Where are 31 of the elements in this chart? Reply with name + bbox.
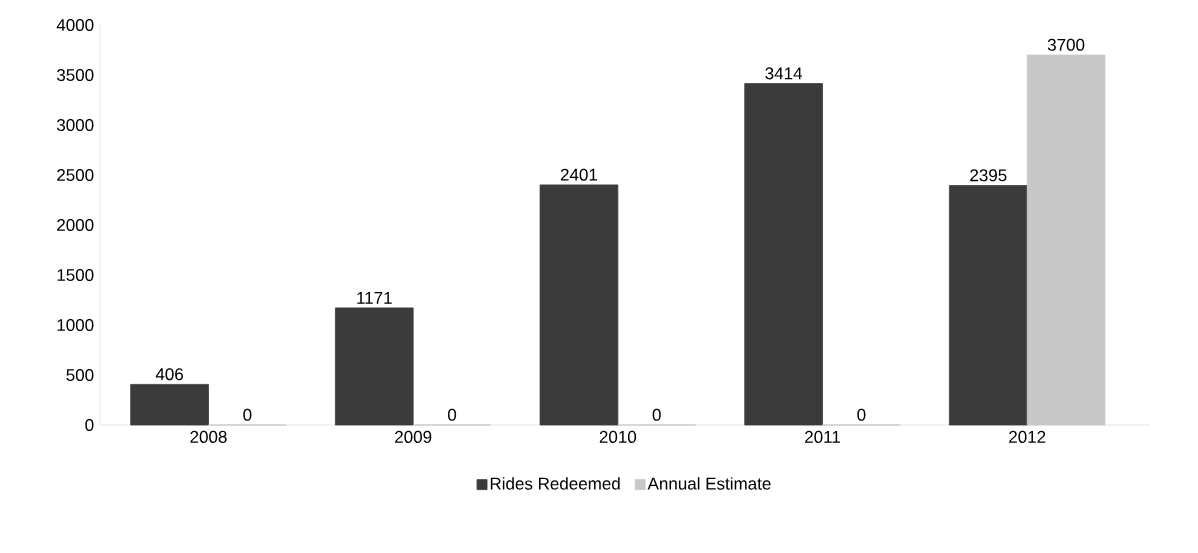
y-tick-label: 2500	[57, 168, 94, 182]
legend-label: Rides Redeemed	[490, 477, 620, 490]
y-tick-label: 0	[85, 418, 94, 432]
data-label: 3700	[1047, 38, 1085, 51]
data-label: 406	[155, 368, 184, 381]
y-tick-label: 1500	[57, 268, 94, 282]
data-label: 0	[857, 408, 866, 421]
x-tick-label: 2010	[599, 430, 637, 443]
data-label: 0	[652, 408, 661, 421]
y-tick-label: 500	[66, 368, 94, 382]
bar	[130, 384, 209, 426]
y-tick-label: 3000	[56, 118, 94, 132]
y-tick-label: 1000	[57, 318, 94, 332]
x-tick-label: 2008	[190, 430, 227, 443]
data-label: 2401	[560, 168, 598, 181]
data-label: 1171	[357, 292, 392, 304]
data-label: 0	[447, 408, 457, 421]
data-label: 3414	[765, 67, 803, 80]
bar	[539, 184, 619, 426]
x-tick-label: 2009	[395, 430, 432, 443]
y-tick-label: 3500	[56, 68, 94, 82]
bar	[744, 83, 823, 426]
x-tick-label: 2011	[805, 430, 840, 443]
bar	[334, 307, 414, 426]
bar	[949, 185, 1028, 426]
data-label: 2395	[970, 169, 1007, 182]
y-tick-label: 2000	[57, 218, 94, 232]
y-tick-label: 4000	[56, 18, 94, 32]
legend-label: Annual Estimate	[647, 477, 771, 490]
x-tick-label: 2012	[1009, 430, 1046, 443]
data-label: 0	[243, 408, 252, 421]
